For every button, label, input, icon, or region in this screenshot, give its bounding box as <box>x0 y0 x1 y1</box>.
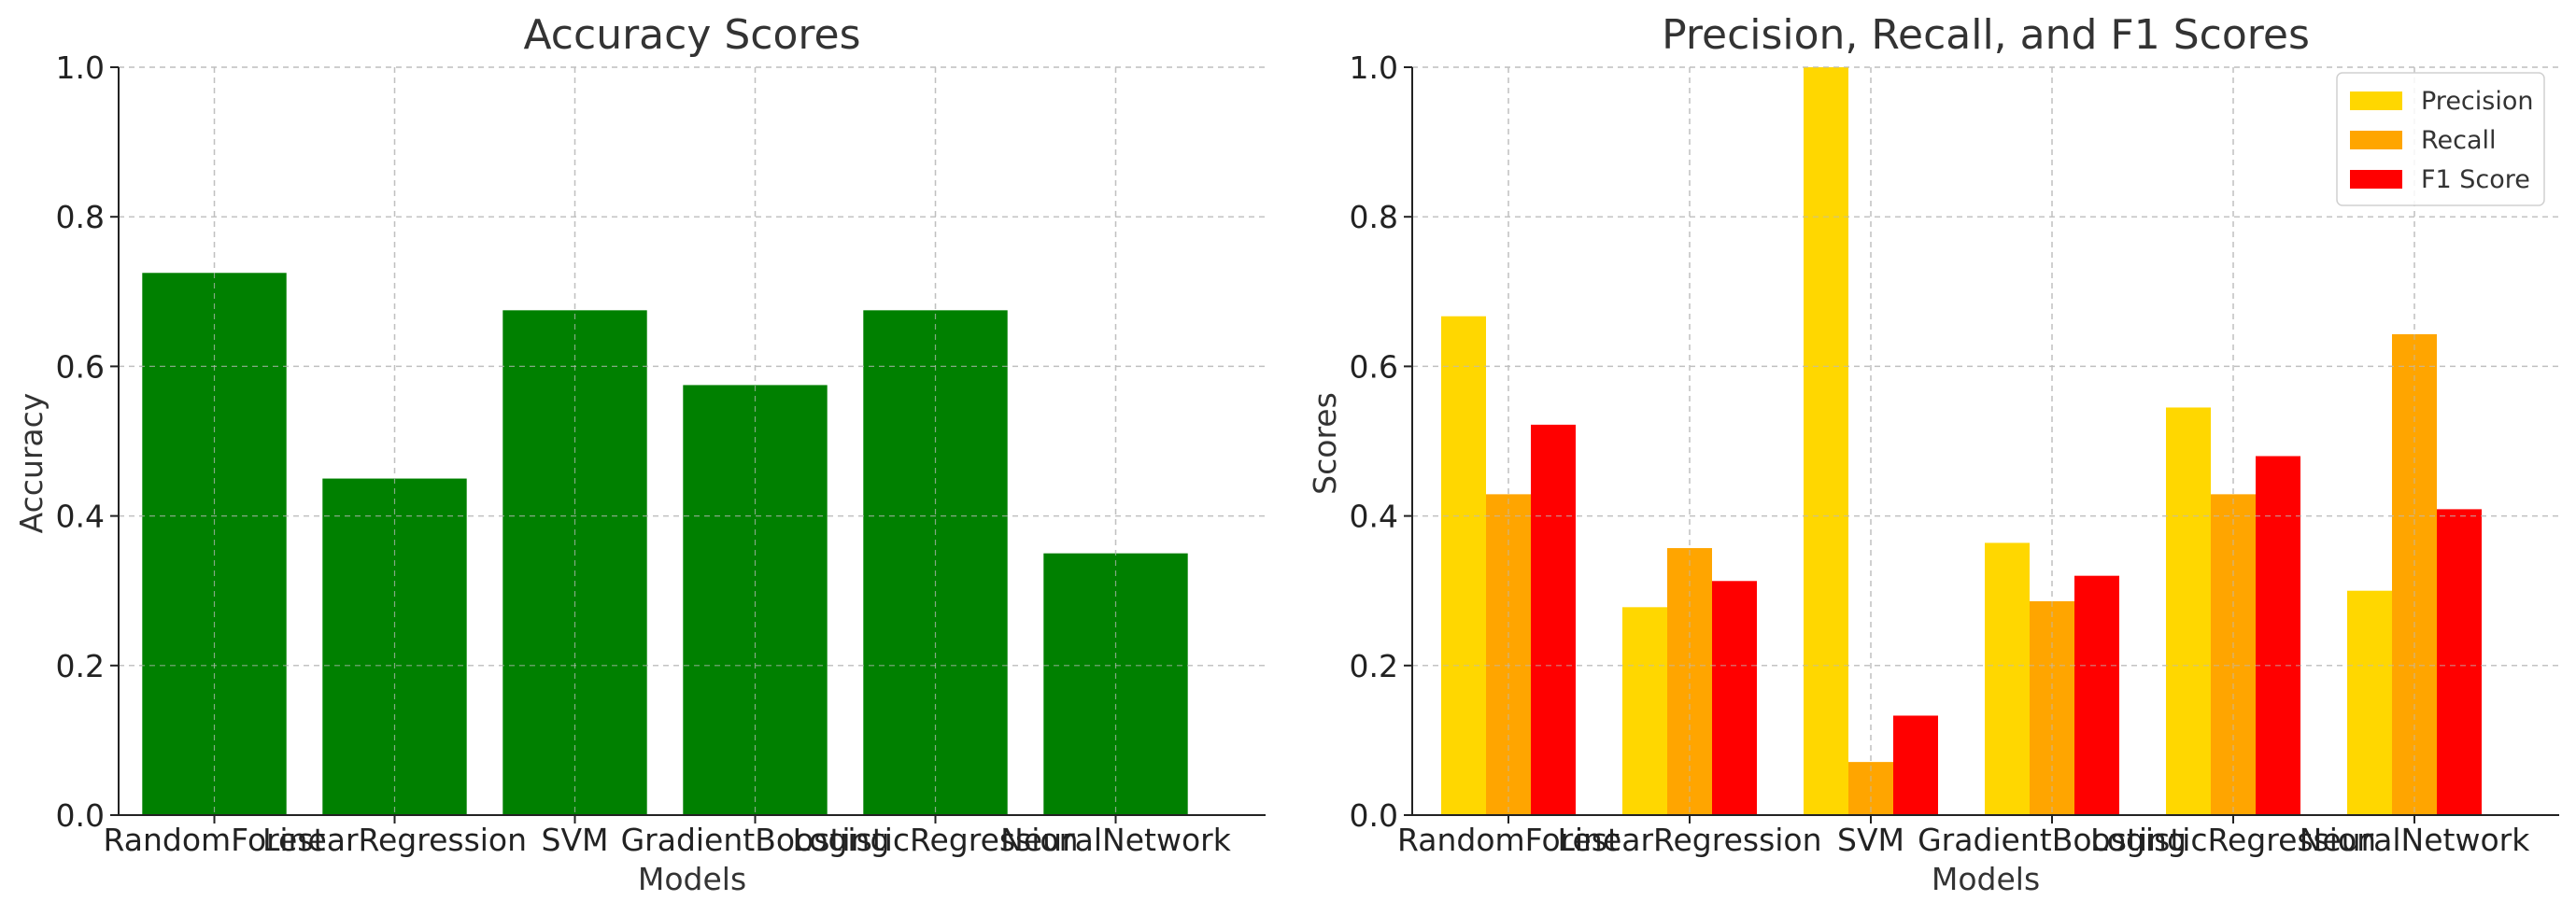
accuracy-bars <box>119 66 1266 815</box>
accuracy-y-tick-label: 0.8 <box>56 199 105 235</box>
accuracy-x-tick-label: NeuralNetwork <box>1000 822 1232 858</box>
prf-y-axis-label: Scores <box>1307 392 1343 495</box>
legend-label-f1-score: F1 Score <box>2421 165 2530 194</box>
accuracy-y-tick-label: 0.6 <box>56 348 105 385</box>
accuracy-x-axis-label: Models <box>638 861 746 897</box>
prf-y-ticks: 0.0 0.2 0.4 0.6 0.8 1.0 <box>1350 49 1398 834</box>
prf-legend: Precision Recall F1 Score <box>2336 72 2545 206</box>
prf-y-tick-label: 0.4 <box>1350 499 1398 535</box>
prf-bar-precision <box>1985 542 2030 815</box>
prf-bar-precision <box>2347 590 2392 815</box>
accuracy-chart: Accuracy Scores 0.0 0.2 0.4 0.6 0.8 1.0 Rando… <box>13 11 1266 897</box>
accuracy-x-tick-label: LogisticRegression <box>792 822 1078 858</box>
prf-chart: Precision, Recall, and F1 Scores 0.00.20… <box>1307 11 2559 897</box>
prf-axes <box>1404 66 2559 824</box>
prf-bar-precision <box>1804 67 1848 815</box>
prf-x-axis-label: Models <box>1932 861 2040 897</box>
accuracy-bar <box>683 385 828 815</box>
accuracy-axes <box>110 66 1266 824</box>
accuracy-x-tick-label: LinearRegression <box>262 822 527 858</box>
prf-y-tick-label: 0.8 <box>1350 199 1398 235</box>
prf-x-tick-label: LinearRegression <box>1557 822 1821 858</box>
prf-bar-f1-score <box>1531 424 1576 815</box>
prf-y-tick-label: 0.0 <box>1350 797 1398 834</box>
accuracy-x-tick-label: GradientBoosting <box>621 822 890 858</box>
accuracy-x-tick-label: RandomForest <box>104 822 326 858</box>
prf-bar-f1-score <box>2074 575 2119 815</box>
prf-x-tick-label: RandomForest <box>1397 822 1620 858</box>
prf-bar-f1-score <box>2256 456 2300 815</box>
legend-swatch-precision <box>2350 92 2402 110</box>
accuracy-x-tick-label: SVM <box>542 822 609 858</box>
prf-bar-precision <box>1441 316 1486 815</box>
accuracy-y-tick-label: 1.0 <box>56 49 105 86</box>
legend-label-precision: Precision <box>2421 87 2533 116</box>
legend-swatch-f1-score <box>2350 170 2402 189</box>
prf-chart-title: Precision, Recall, and F1 Scores <box>1662 11 2310 59</box>
accuracy-y-ticks: 0.0 0.2 0.4 0.6 0.8 1.0 <box>56 49 105 834</box>
accuracy-y-tick-label: 0.2 <box>56 648 105 684</box>
legend-swatch-recall <box>2350 131 2402 149</box>
prf-bar-precision <box>1622 607 1667 815</box>
accuracy-chart-title: Accuracy Scores <box>523 11 860 59</box>
prf-bars <box>1412 66 2559 815</box>
prf-x-tick-label: SVM <box>1837 822 1904 858</box>
prf-y-tick-label: 0.2 <box>1350 648 1398 684</box>
prf-bar-f1-score <box>2437 509 2482 815</box>
accuracy-y-axis-label: Accuracy <box>13 393 50 534</box>
legend-label-recall: Recall <box>2421 126 2497 155</box>
accuracy-y-tick-label: 0.4 <box>56 499 105 535</box>
prf-x-tick-label: LogisticRegression <box>2090 822 2376 858</box>
prf-bar-f1-score <box>1893 715 1938 815</box>
prf-bar-f1-score <box>1712 581 1757 815</box>
prf-bar-precision <box>2166 407 2211 815</box>
prf-bar-recall <box>1667 548 1712 815</box>
prf-y-tick-label: 0.6 <box>1350 348 1398 385</box>
prf-x-tick-label: NeuralNetwork <box>2300 822 2531 858</box>
prf-x-tick-label: GradientBoosting <box>1918 822 2187 858</box>
accuracy-y-tick-label: 0.0 <box>56 797 105 834</box>
prf-y-tick-label: 1.0 <box>1350 49 1398 86</box>
